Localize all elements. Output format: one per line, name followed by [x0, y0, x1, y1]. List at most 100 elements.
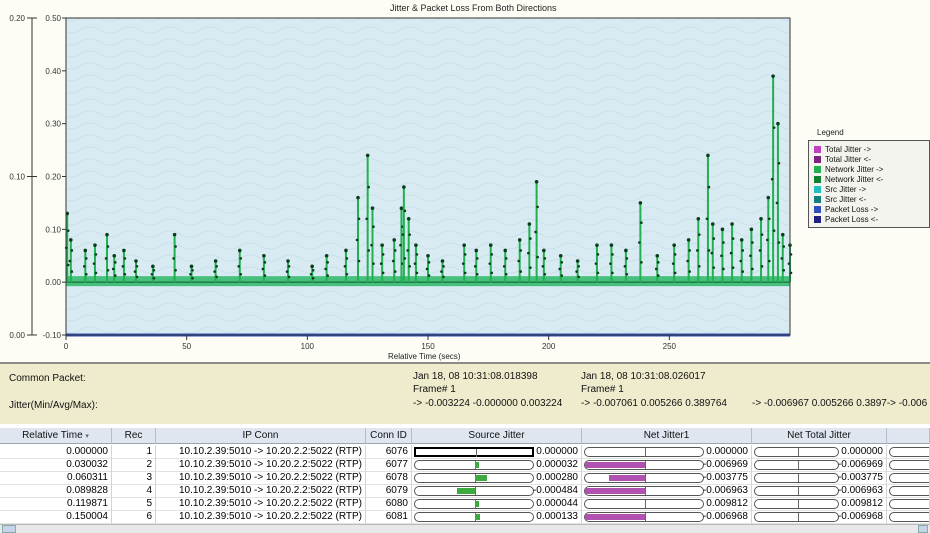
jitter-point: [172, 257, 175, 260]
jitter-point: [191, 276, 194, 280]
cell-ip-conn[interactable]: 10.10.2.39:5010 -> 10.20.2.2:5022 (RTP): [156, 484, 366, 498]
cell-net-total-jitter[interactable]: 0.009812: [752, 497, 887, 511]
cell-net-jitter1[interactable]: -0.006969: [582, 458, 752, 472]
jitter-point: [415, 253, 419, 256]
jitter-point: [261, 267, 265, 271]
cell-source-jitter[interactable]: 0.000032: [412, 458, 582, 472]
cell-net-total-jitter[interactable]: 0.000000: [752, 445, 887, 459]
column-header-net-total-jitter[interactable]: Net Total Jitter: [752, 428, 887, 444]
column-header-relative-time[interactable]: Relative Time ▾: [0, 428, 112, 444]
jitter-point: [215, 265, 218, 268]
cell-net-jitter1[interactable]: 0.000000: [582, 445, 752, 459]
jitter-point: [739, 238, 744, 242]
jitter-point: [503, 248, 508, 253]
cell-source-jitter[interactable]: -0.000484: [412, 484, 582, 498]
jitter-point: [344, 248, 348, 253]
cell-rec[interactable]: 6: [112, 510, 156, 524]
cell-ip-conn[interactable]: 10.10.2.39:5010 -> 10.20.2.2:5022 (RTP): [156, 510, 366, 524]
column-header-rec[interactable]: Rec: [112, 428, 156, 444]
dir1-jitter-stats: -> -0.003224 -0.000000 0.003224: [413, 398, 563, 409]
jitter-value: -0.006963: [702, 485, 748, 496]
jitter-bar-track: [754, 460, 839, 470]
jitter-point: [287, 275, 291, 279]
cell-rec[interactable]: 3: [112, 471, 156, 485]
cell-net-total-jitter[interactable]: -0.006963: [752, 484, 887, 498]
cell-net-total-jitter[interactable]: -0.006968: [752, 510, 887, 524]
jitter-point: [543, 272, 547, 276]
cell-relative-time[interactable]: 0.089828: [0, 484, 112, 498]
cell-extra[interactable]: [887, 471, 930, 485]
cell-net-jitter1[interactable]: -0.006968: [582, 510, 752, 524]
cell-conn-id[interactable]: 6079: [366, 484, 412, 498]
jitter-point: [672, 243, 676, 247]
cell-net-total-jitter[interactable]: -0.006969: [752, 458, 887, 472]
cell-relative-time[interactable]: 0.030032: [0, 458, 112, 472]
column-header-conn-id[interactable]: Conn ID: [366, 428, 412, 444]
cell-ip-conn[interactable]: 10.10.2.39:5010 -> 10.20.2.2:5022 (RTP): [156, 471, 366, 485]
jitter-bar-track: [889, 460, 929, 470]
cell-net-jitter1[interactable]: -0.006963: [582, 484, 752, 498]
jitter-point: [461, 262, 465, 265]
jitter-point: [311, 268, 315, 272]
jitter-value: 0.000000: [841, 446, 883, 457]
cell-conn-id[interactable]: 6077: [366, 458, 412, 472]
jitter-point: [654, 267, 658, 271]
cell-net-jitter1[interactable]: 0.009812: [582, 497, 752, 511]
cell-source-jitter[interactable]: 0.000044: [412, 497, 582, 511]
cell-source-jitter[interactable]: 0.000000: [412, 445, 582, 459]
jitter-point: [490, 253, 494, 256]
column-header-source-jitter[interactable]: Source Jitter: [412, 428, 582, 444]
jitter-point: [372, 225, 375, 228]
column-header-ip-conn[interactable]: IP Conn: [156, 428, 366, 444]
column-header-net-jitter1[interactable]: Net Jitter1: [582, 428, 752, 444]
jitter-value: 0.000000: [706, 446, 748, 457]
cell-extra[interactable]: [887, 497, 930, 511]
cell-relative-time[interactable]: 0.000000: [0, 445, 112, 459]
jitter-bar-track: [414, 447, 534, 457]
cell-relative-time[interactable]: 0.060311: [0, 471, 112, 485]
cell-rec[interactable]: 5: [112, 497, 156, 511]
scroll-right-arrow-icon[interactable]: [918, 525, 928, 533]
cell-rec[interactable]: 4: [112, 484, 156, 498]
cell-extra[interactable]: [887, 445, 930, 459]
jitter-point: [527, 251, 530, 255]
cell-conn-id[interactable]: 6080: [366, 497, 412, 511]
jitter-point: [638, 201, 643, 205]
cell-ip-conn[interactable]: 10.10.2.39:5010 -> 10.20.2.2:5022 (RTP): [156, 458, 366, 472]
jitter-point: [105, 232, 109, 237]
cell-net-total-jitter[interactable]: -0.003775: [752, 471, 887, 485]
jitter-point: [402, 185, 406, 189]
jitter-point: [596, 253, 600, 256]
cell-rec[interactable]: 2: [112, 458, 156, 472]
cell-relative-time[interactable]: 0.150004: [0, 510, 112, 524]
jitter-bar-track: [584, 447, 704, 457]
cell-conn-id[interactable]: 6076: [366, 445, 412, 459]
cell-conn-id[interactable]: 6078: [366, 471, 412, 485]
cell-source-jitter[interactable]: 0.000133: [412, 510, 582, 524]
jitter-point: [462, 243, 467, 247]
jitter-point: [760, 233, 764, 236]
cell-extra[interactable]: [887, 458, 930, 472]
scroll-left-arrow-icon[interactable]: [2, 525, 16, 533]
horizontal-scrollbar[interactable]: [0, 524, 930, 533]
jitter-point: [367, 185, 370, 189]
cell-rec[interactable]: 1: [112, 445, 156, 459]
cell-conn-id[interactable]: 6081: [366, 510, 412, 524]
jitter-point: [529, 266, 532, 269]
cell-extra[interactable]: [887, 484, 930, 498]
cell-net-jitter1[interactable]: -0.003775: [582, 471, 752, 485]
cell-source-jitter[interactable]: 0.000280: [412, 471, 582, 485]
jitter-point: [771, 74, 775, 78]
column-header-extra[interactable]: [887, 428, 930, 444]
jitter-point: [414, 243, 418, 247]
cell-relative-time[interactable]: 0.119871: [0, 497, 112, 511]
jitter-point: [577, 265, 580, 268]
jitter-point: [640, 221, 643, 225]
cell-extra[interactable]: [887, 510, 930, 524]
jitter-chart: -0.10 0.00 0.10 0.20 0.30 0.40 0.50 0 50 100 150 20…: [9, 14, 793, 351]
cell-ip-conn[interactable]: 10.10.2.39:5010 -> 10.20.2.2:5022 (RTP): [156, 445, 366, 459]
jitter-point: [326, 274, 329, 277]
jitter-point: [671, 262, 675, 265]
jitter-bar-center-tick: [645, 513, 646, 521]
cell-ip-conn[interactable]: 10.10.2.39:5010 -> 10.20.2.2:5022 (RTP): [156, 497, 366, 511]
